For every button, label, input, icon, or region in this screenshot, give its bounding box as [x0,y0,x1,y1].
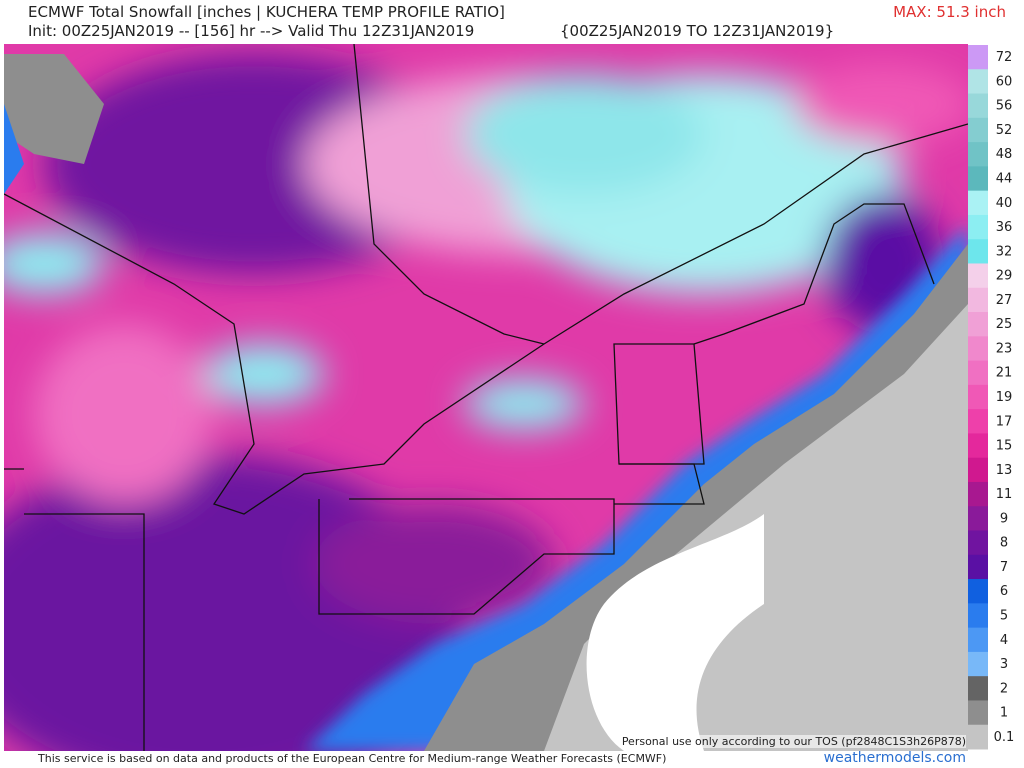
legend-swatch [968,506,988,532]
max-value: MAX: 51.3 inch [893,3,1006,21]
legend-swatch [968,676,988,701]
legend-label: 48 [996,147,1013,162]
map [4,44,968,751]
tos-note: Personal use only according to our TOS (… [621,735,966,748]
legend-label: 29 [996,269,1013,284]
legend-swatch [968,384,988,410]
legend-swatch [968,457,988,483]
legend-swatch [968,190,988,216]
legend-swatch [968,142,988,167]
legend-label: 25 [996,317,1013,332]
legend-label: 2 [1000,681,1008,696]
legend-label: 5 [1000,608,1008,623]
legend-swatch [968,336,988,362]
legend-swatch [968,651,988,677]
legend-label: 11 [996,487,1013,502]
legend-label: 13 [996,463,1013,478]
site-link[interactable]: weathermodels.com [823,750,966,766]
legend-swatch [968,287,988,313]
legend-swatch [968,312,988,337]
legend-label: 7 [1000,560,1008,575]
legend-swatch [968,700,988,726]
legend-swatch [968,554,988,580]
legend-label: 3 [1000,657,1008,672]
legend-label: 52 [996,123,1013,138]
legend-swatch [968,603,988,629]
valid-range: {00Z25JAN2019 TO 12Z31JAN2019} [560,22,835,40]
legend-label: 36 [996,220,1013,235]
legend-label: 44 [996,172,1013,187]
legend-swatch [968,433,988,459]
legend-label: 15 [996,439,1013,454]
title: ECMWF Total Snowfall [inches | KUCHERA T… [28,3,505,21]
legend-label: 19 [996,390,1013,405]
legend-label: 60 [996,74,1013,89]
legend-swatch [968,530,988,556]
legend-label: 23 [996,341,1013,356]
legend-swatch [968,481,988,507]
colorbar: 7260565248444036322927252321191715131198… [968,45,1015,750]
init-time: Init: 00Z25JAN2019 -- [156] hr --> Valid… [28,22,475,40]
legend-swatch [968,69,988,95]
legend-label: 27 [996,293,1013,308]
disclaimer: This service is based on data and produc… [38,752,667,765]
legend-label: 0.1 [994,730,1015,745]
legend-swatch [968,45,988,70]
legend-label: 1 [1000,706,1008,721]
legend-label: 9 [1000,511,1008,526]
legend-swatch [968,117,988,143]
legend-swatch [968,360,988,386]
legend-swatch [968,93,988,119]
legend-label: 40 [996,196,1013,211]
legend-swatch [968,166,988,192]
legend-swatch [968,263,988,289]
legend-swatch [968,724,988,750]
legend-label: 21 [996,366,1013,381]
legend-label: 8 [1000,536,1008,551]
legend-label: 4 [1000,633,1008,648]
legend-label: 72 [996,50,1013,65]
legend-swatch [968,627,988,653]
legend-swatch [968,239,988,264]
legend-swatch [968,214,988,240]
legend-swatch [968,579,988,604]
legend-label: 17 [996,414,1013,429]
legend-label: 6 [1000,584,1008,599]
legend-label: 56 [996,99,1013,114]
legend-swatch [968,409,988,434]
legend-label: 32 [996,244,1013,259]
